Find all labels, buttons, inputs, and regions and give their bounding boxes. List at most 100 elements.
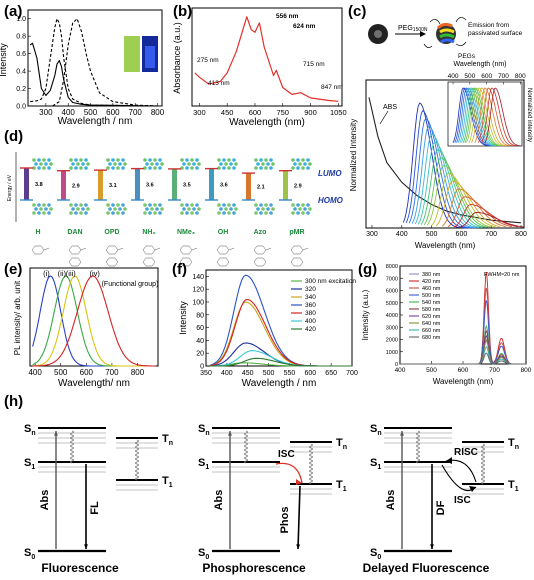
g-legend-label: 420 nm bbox=[422, 279, 441, 285]
t-relaxation bbox=[481, 443, 485, 485]
f-xtick-label: 700 bbox=[346, 370, 358, 377]
panel-f-xlabel: Wavelength / nm bbox=[242, 378, 317, 389]
fg-gap-value: 2.1 bbox=[257, 185, 265, 191]
emission-label-1: Emission from bbox=[468, 22, 509, 29]
a-xtick-label: 500 bbox=[84, 108, 98, 117]
panel-d-label: (d) bbox=[4, 128, 23, 145]
t-relaxation bbox=[309, 443, 313, 485]
inset-curve-7 bbox=[464, 87, 501, 147]
fg-column-0: 3.8 H bbox=[20, 158, 53, 255]
fg-sheet-lumo bbox=[291, 158, 312, 170]
c-xtick-label: 800 bbox=[515, 231, 527, 238]
panel-b-annotations: 275 nm 413 nm 556 nm 624 nm 715 nm 847 nm bbox=[197, 13, 343, 91]
a-ytick-label: 0.6 bbox=[16, 51, 26, 58]
emit-text: FL bbox=[89, 501, 101, 515]
f-legend-label: 380 bbox=[305, 310, 316, 317]
isc-arrow bbox=[275, 462, 303, 484]
inset-curve-5 bbox=[461, 87, 497, 147]
fg-structure bbox=[179, 245, 198, 267]
panel-e-xlabel: Wavelength/ nm bbox=[58, 378, 130, 389]
fg-name: DAN bbox=[67, 229, 82, 236]
fg-gap-value: 3.1 bbox=[109, 183, 117, 189]
g-xtick-label: 700 bbox=[489, 367, 500, 374]
g-legend-label: 580 nm bbox=[422, 307, 441, 313]
panel-f-lines bbox=[210, 274, 352, 367]
internal-conversion bbox=[416, 430, 420, 464]
fg-sheet-lumo bbox=[180, 158, 201, 170]
panel-a: (a) 0.0 0.2 0.4 0.6 0.8 1.0 300 400 500 600 700 80… bbox=[0, 3, 165, 127]
fg-column-1: 2.9 DAN bbox=[57, 158, 90, 267]
fg-gap-value: 3.6 bbox=[220, 182, 228, 188]
inset-curve-14 bbox=[484, 87, 521, 147]
carbon-dot-core bbox=[374, 30, 382, 38]
a-ytick-label: 0.0 bbox=[16, 104, 26, 111]
inset-top-ticks: 400 500 600 700 800 bbox=[448, 73, 526, 85]
fg-gap-bar bbox=[246, 173, 251, 200]
emit-text: Phos bbox=[279, 507, 291, 534]
panel-g-yticks: 0 1000 2000 3000 4000 5000 6000 7000 8000 bbox=[386, 264, 403, 368]
a-ytick-label: 0.4 bbox=[16, 69, 26, 76]
b-annotation: 715 nm bbox=[303, 61, 325, 68]
a-xtick-label: 400 bbox=[62, 108, 76, 117]
b-annotation: 275 nm bbox=[197, 57, 219, 64]
a-ytick-label: 0.8 bbox=[16, 34, 26, 41]
abs-pointer bbox=[379, 110, 389, 125]
panel-g-label: (g) bbox=[358, 261, 377, 278]
b-xtick-label: 300 bbox=[193, 108, 206, 117]
a-xtick-label: 700 bbox=[129, 108, 143, 117]
fg-gap-value: 3.6 bbox=[146, 182, 154, 188]
g-legend-label: 500 nm bbox=[422, 293, 441, 299]
g-legend-label: 380 nm bbox=[422, 272, 441, 278]
t-n-label: Tn bbox=[162, 433, 173, 447]
s-0-label: S0 bbox=[24, 547, 35, 561]
c-xtick-label: 500 bbox=[426, 231, 438, 238]
functional-group-caption: (Functional group) bbox=[102, 281, 159, 288]
schematic-arrow-head bbox=[420, 31, 426, 37]
panel-e-lines bbox=[32, 275, 156, 367]
f-series-2 bbox=[210, 301, 352, 367]
fg-sheet-lumo bbox=[254, 158, 275, 170]
jablonski-0: Sn S1 S0 Abs Tn T1 Fluorescence FL bbox=[24, 423, 173, 575]
fg-name: NMe₃ bbox=[177, 229, 195, 236]
panel-b-frame bbox=[191, 7, 343, 107]
fg-gap-value: 2.9 bbox=[72, 183, 80, 189]
fg-name: H bbox=[35, 229, 40, 236]
b-xtick-label: 750 bbox=[276, 108, 289, 117]
fg-column-6: 2.1 Azo bbox=[242, 158, 275, 267]
panel-e-curve-labels: (i) (ii) (iii) (iv) bbox=[43, 269, 100, 278]
panel-c-frame bbox=[365, 79, 525, 229]
panel-g-ylabel: Intensity (a.u.) bbox=[361, 289, 370, 340]
panel-h-label: (h) bbox=[4, 393, 23, 410]
panel-e-label: (e) bbox=[4, 261, 22, 278]
panel-b-label: (b) bbox=[173, 3, 192, 20]
fg-structure bbox=[290, 245, 309, 267]
fg-sheet-lumo bbox=[32, 158, 53, 170]
e-curve-2 bbox=[32, 275, 156, 367]
f-xtick-label: 400 bbox=[221, 370, 233, 377]
e-curve-label: (ii) bbox=[58, 269, 67, 278]
panel-a-yticks: 0.0 0.2 0.4 0.6 0.8 1.0 bbox=[16, 16, 31, 111]
fg-sheet-lumo bbox=[217, 158, 238, 170]
g-series-3 bbox=[400, 300, 526, 365]
fg-structure bbox=[105, 245, 124, 267]
inset-curve-13 bbox=[481, 87, 518, 147]
c-emission-10 bbox=[435, 180, 501, 228]
t-1-label: T1 bbox=[162, 475, 173, 489]
g-ytick-label: 3000 bbox=[386, 325, 398, 331]
f-ytick-label: 20 bbox=[196, 351, 204, 358]
g-legend-label: 460 nm bbox=[422, 286, 441, 292]
g-series-1 bbox=[400, 272, 526, 365]
e-xtick-label: 600 bbox=[80, 368, 94, 377]
f-legend-label: 420 bbox=[305, 326, 316, 333]
inset-curve-9 bbox=[468, 87, 505, 147]
c-emission-9 bbox=[431, 172, 496, 228]
inset-curve-12 bbox=[477, 87, 514, 147]
t-n-label: Tn bbox=[336, 437, 347, 451]
panel-c-xticks: 300 400 500 600 700 800 bbox=[366, 225, 527, 238]
panel-f-yticks: 0 20 40 60 80 100 120 140 bbox=[192, 274, 209, 371]
c-emission-5 bbox=[417, 141, 483, 228]
phos-arrow bbox=[297, 485, 301, 550]
